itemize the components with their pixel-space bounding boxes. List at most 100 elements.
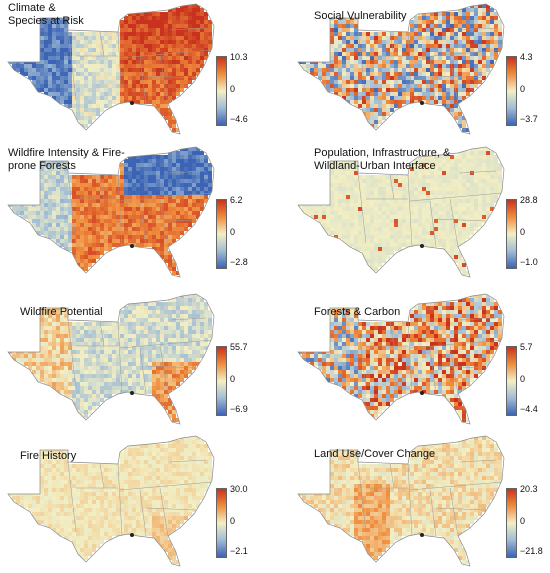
state-border bbox=[139, 347, 147, 395]
coast-marker bbox=[420, 101, 424, 105]
state-border bbox=[389, 174, 395, 200]
state-border bbox=[409, 192, 503, 202]
state-border bbox=[145, 507, 197, 511]
region-map bbox=[297, 3, 505, 135]
map-panel-wildfire-intensity: Wildfire Intensity & Fire-prone Forests … bbox=[0, 143, 260, 279]
state-border bbox=[407, 463, 413, 537]
legend-min: −1.0 bbox=[520, 257, 538, 267]
legend-bar bbox=[216, 199, 227, 269]
state-border bbox=[435, 365, 487, 369]
state-border bbox=[459, 459, 497, 463]
state-border bbox=[169, 459, 207, 463]
state-border bbox=[67, 319, 77, 391]
legend-min: −6.9 bbox=[230, 404, 248, 414]
map-fill-cells bbox=[298, 294, 502, 422]
map-panel-land-use: Land Use/Cover Change 20.3 0 −21.8 bbox=[290, 432, 550, 568]
state-border bbox=[99, 174, 105, 200]
legend-min: −4.4 bbox=[520, 404, 538, 414]
panel-title: Climate & Species at Risk bbox=[8, 2, 84, 27]
panel-title: Land Use/Cover Change bbox=[314, 448, 436, 460]
region-outline bbox=[297, 435, 505, 567]
state-border bbox=[459, 170, 497, 174]
region-map bbox=[7, 435, 215, 567]
state-border bbox=[117, 174, 123, 248]
state-border bbox=[117, 463, 123, 537]
state-border bbox=[407, 321, 413, 395]
state-border bbox=[99, 31, 105, 57]
state-border bbox=[119, 339, 213, 349]
color-legend: 5.7 0 −4.4 bbox=[506, 342, 550, 426]
state-border bbox=[449, 198, 459, 248]
legend-max: 5.7 bbox=[520, 342, 533, 352]
panel-title: Social Vulnerability bbox=[314, 10, 407, 22]
coast-marker bbox=[130, 101, 134, 105]
state-border bbox=[435, 507, 487, 511]
state-border bbox=[169, 170, 207, 174]
color-legend: 4.3 0 −3.7 bbox=[506, 52, 550, 136]
state-border bbox=[67, 29, 77, 101]
state-border bbox=[389, 463, 395, 489]
state-border bbox=[117, 321, 123, 395]
legend-bar bbox=[506, 199, 517, 269]
state-border bbox=[409, 339, 503, 349]
legend-max: 20.3 bbox=[520, 484, 538, 494]
map-fill-cells bbox=[8, 147, 212, 275]
legend-min: −21.8 bbox=[520, 546, 543, 556]
color-legend: 28.8 0 −1.0 bbox=[506, 195, 550, 279]
legend-max: 28.8 bbox=[520, 195, 538, 205]
state-border bbox=[459, 27, 497, 31]
state-border bbox=[67, 172, 77, 244]
state-border bbox=[117, 31, 123, 105]
state-border bbox=[139, 200, 147, 248]
color-legend: 6.2 0 −2.8 bbox=[216, 195, 276, 279]
legend-mid: 0 bbox=[230, 227, 236, 237]
state-border bbox=[145, 365, 197, 369]
region-outline bbox=[297, 3, 505, 135]
panel-title: Forests & Carbon bbox=[314, 306, 401, 318]
state-border bbox=[119, 192, 213, 202]
color-legend: 20.3 0 −21.8 bbox=[506, 484, 550, 568]
region-outline bbox=[7, 3, 215, 135]
map-panel-fire-history: Fire History 30.0 0 −2.1 bbox=[0, 432, 260, 568]
state-border bbox=[99, 321, 105, 347]
coast-marker bbox=[420, 391, 424, 395]
state-border bbox=[357, 461, 367, 533]
state-border bbox=[389, 31, 395, 57]
region-map bbox=[297, 146, 505, 278]
state-border bbox=[429, 57, 437, 105]
state-border bbox=[435, 75, 487, 79]
state-border bbox=[357, 29, 367, 101]
region-outline bbox=[7, 146, 215, 278]
legend-mid: 0 bbox=[520, 84, 526, 94]
state-border bbox=[357, 319, 367, 391]
legend-bar bbox=[216, 346, 227, 416]
state-border bbox=[357, 172, 367, 244]
state-border bbox=[429, 489, 437, 537]
state-border bbox=[169, 317, 207, 321]
legend-mid: 0 bbox=[230, 84, 236, 94]
state-border bbox=[99, 463, 105, 489]
state-border bbox=[449, 345, 459, 395]
map-panel-forests-carbon: Forests & Carbon 5.7 0 −4.4 bbox=[290, 290, 550, 426]
panel-title: Wildfire Potential bbox=[20, 306, 103, 318]
region-outline bbox=[7, 293, 215, 425]
legend-mid: 0 bbox=[520, 227, 526, 237]
state-border bbox=[409, 49, 503, 59]
legend-min: −2.1 bbox=[230, 546, 248, 556]
legend-max: 6.2 bbox=[230, 195, 243, 205]
region-outline bbox=[7, 435, 215, 567]
state-border bbox=[169, 27, 207, 31]
coast-marker bbox=[420, 244, 424, 248]
legend-mid: 0 bbox=[230, 374, 236, 384]
map-fill-cells bbox=[298, 4, 502, 132]
map-fill-cells bbox=[298, 436, 502, 564]
state-border bbox=[429, 200, 437, 248]
state-border bbox=[159, 345, 169, 395]
legend-bar bbox=[506, 488, 517, 558]
state-border bbox=[159, 487, 169, 537]
state-border bbox=[429, 347, 437, 395]
region-map bbox=[297, 435, 505, 567]
coast-marker bbox=[130, 533, 134, 537]
region-map bbox=[7, 3, 215, 135]
legend-mid: 0 bbox=[520, 516, 526, 526]
